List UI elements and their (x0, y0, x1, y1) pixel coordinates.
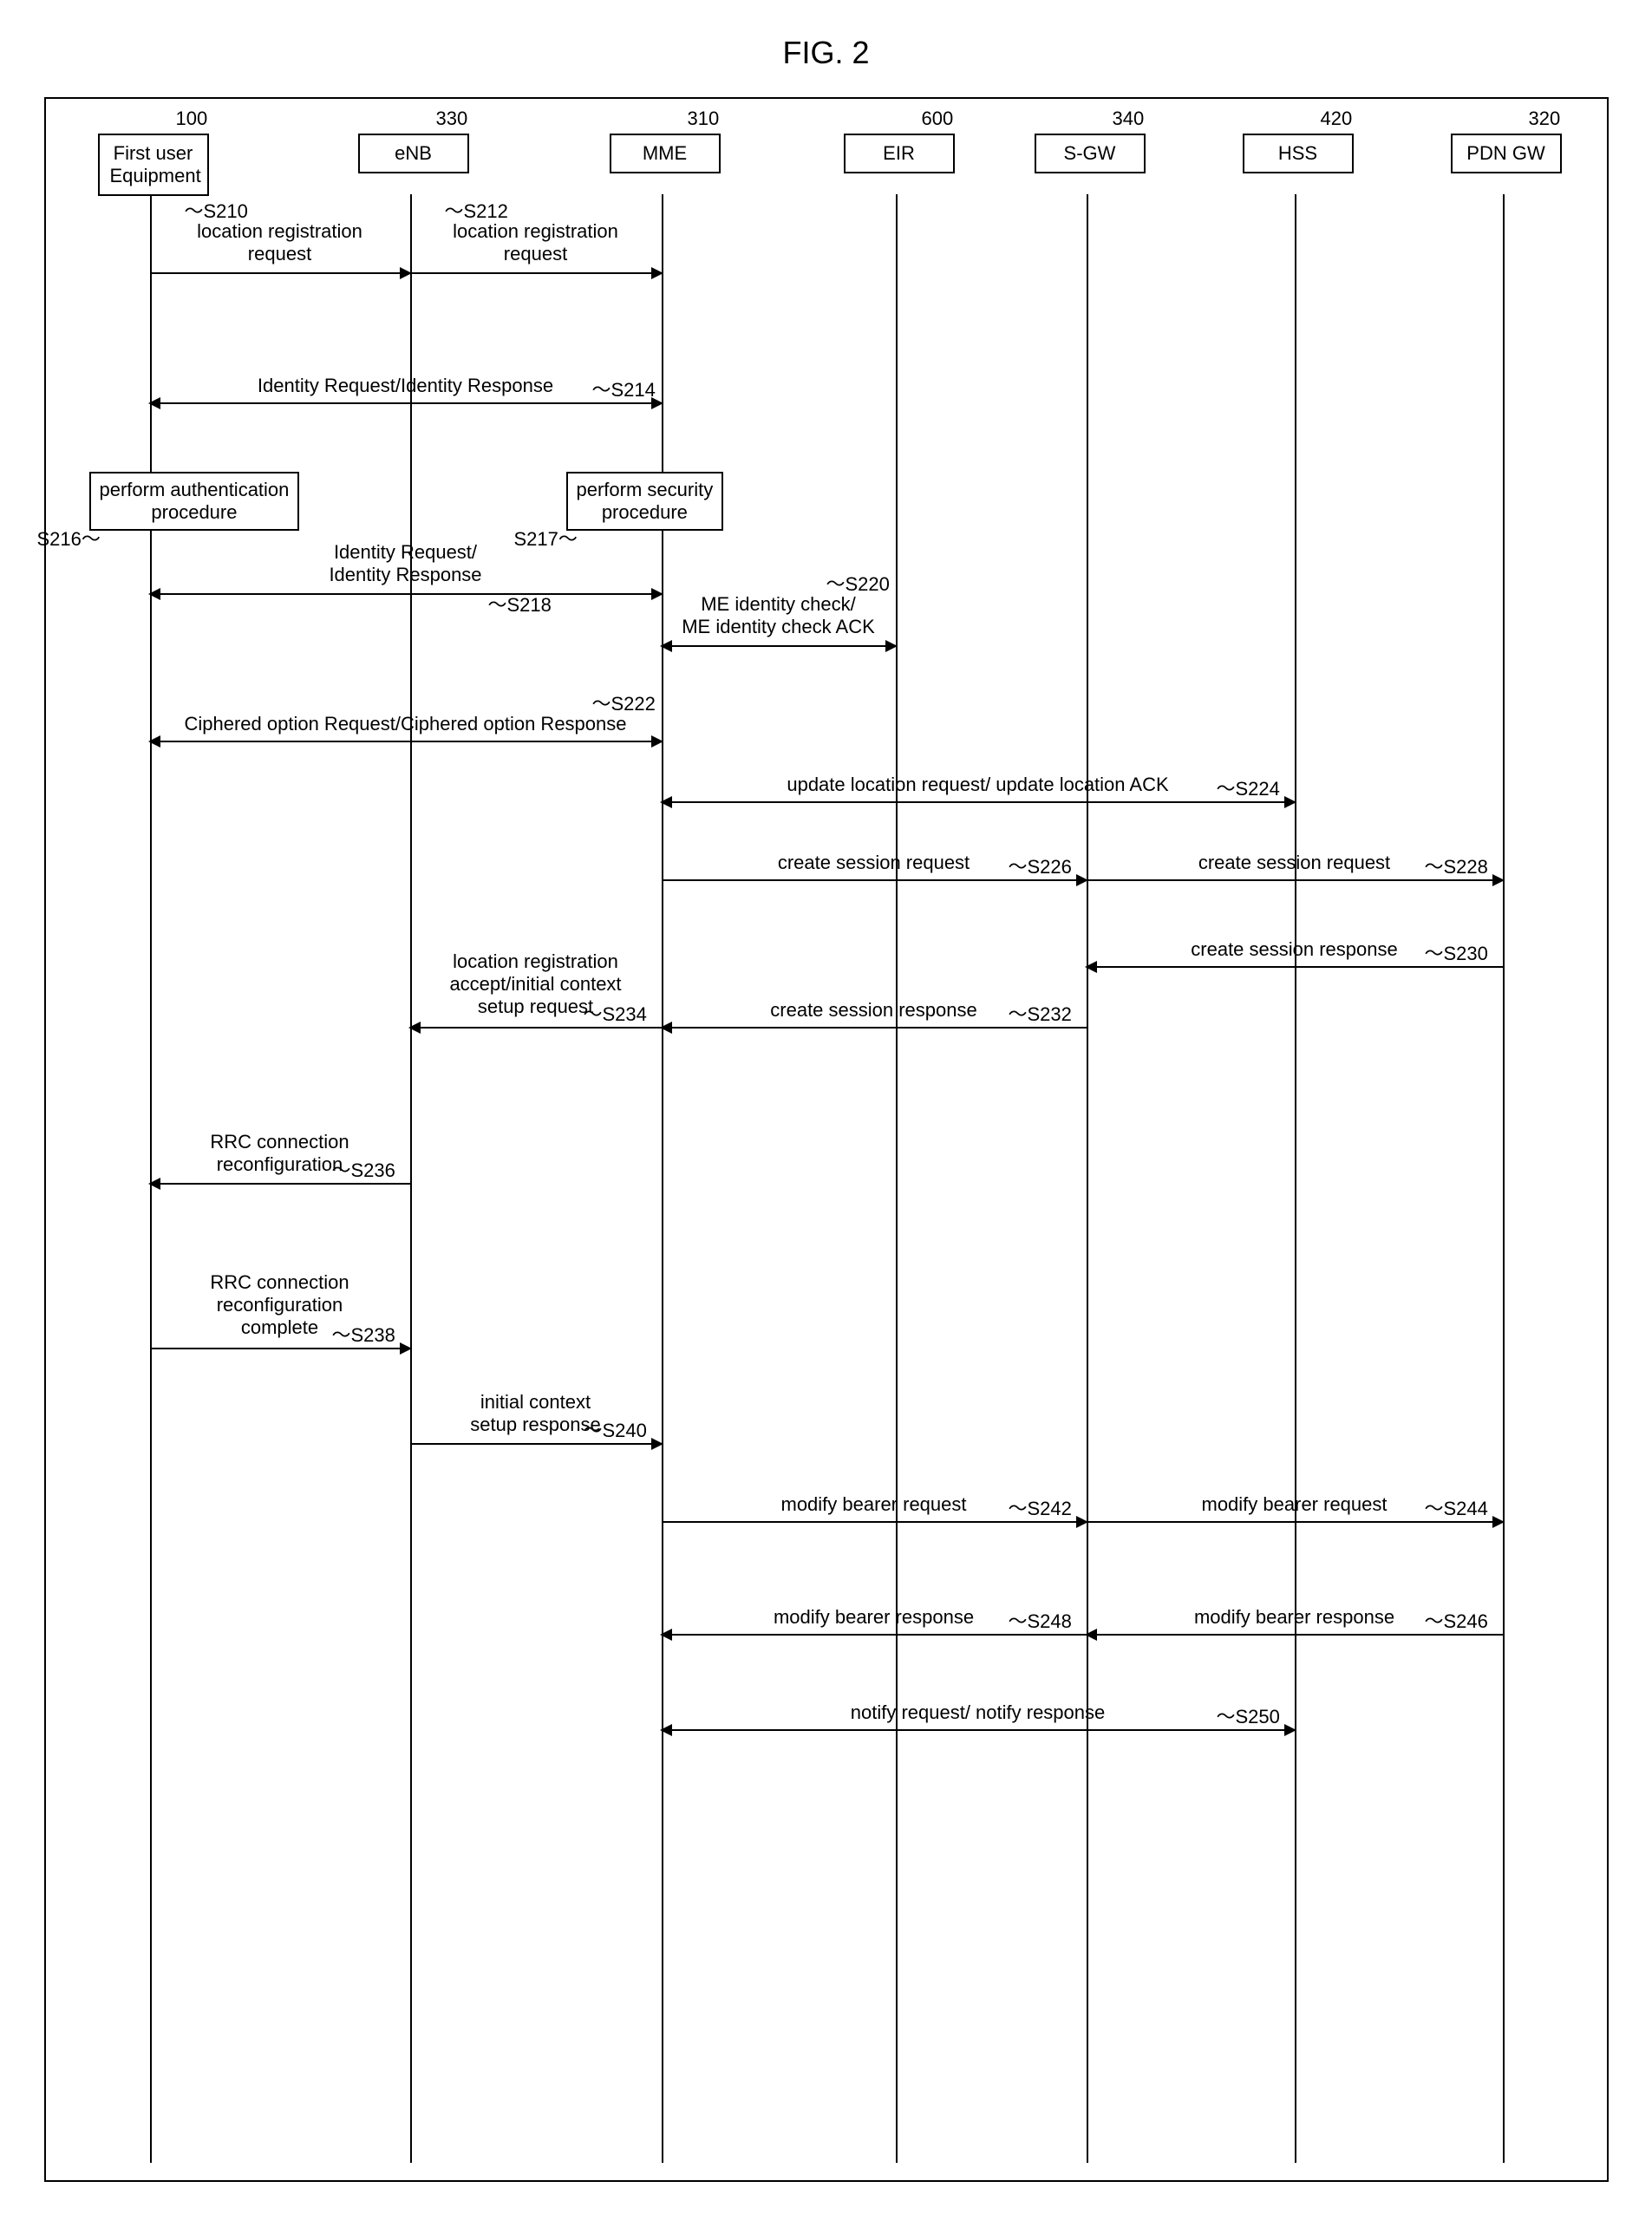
step-id-s248: ～S248 (1009, 1606, 1072, 1634)
actor-enb: eNB (358, 134, 469, 173)
lifeline-enb (410, 194, 412, 2163)
actor-eir: EIR (844, 134, 955, 173)
msg-s220: ME identity check/ME identity check ACK (662, 593, 896, 638)
arrow-s238 (150, 1348, 410, 1349)
actor-num-hss: 420 (1321, 108, 1353, 130)
step-id-s218: ～S218 (488, 590, 552, 617)
arrow-s230 (1087, 966, 1503, 968)
arrow-s232 (662, 1027, 1087, 1029)
step-id-s238: ～S238 (332, 1320, 395, 1348)
arrow-s218 (150, 593, 662, 595)
arrow-s228 (1087, 879, 1503, 881)
step-id-s230: ～S230 (1425, 938, 1488, 966)
step-id-s216: S216～ (37, 524, 101, 552)
arrow-s242 (662, 1521, 1087, 1523)
actor-mme: MME (610, 134, 721, 173)
msg-s214: Identity Request/Identity Response (150, 375, 662, 397)
sequence-diagram: First userEquipment 100 eNB 330 MME 310 EIR 600… (44, 97, 1609, 2182)
step-id-s250: ～S250 (1217, 1701, 1280, 1729)
step-id-s214: ～S214 (592, 375, 656, 402)
actor-num-pdn: 320 (1529, 108, 1561, 130)
step-id-s224: ～S224 (1217, 774, 1280, 801)
arrow-s214 (150, 402, 662, 404)
actor-num-ue: 100 (176, 108, 208, 130)
step-id-s240: ～S240 (584, 1415, 647, 1443)
actor-num-eir: 600 (922, 108, 954, 130)
proc-s217: perform securityprocedure (566, 472, 724, 531)
arrow-s250 (662, 1729, 1295, 1731)
actor-pdn: PDN GW (1451, 134, 1562, 173)
lifeline-sgw (1087, 194, 1088, 2163)
step-id-s234: ～S234 (584, 999, 647, 1027)
step-id-s212: ～S212 (445, 196, 508, 224)
actor-hss: HSS (1243, 134, 1354, 173)
actor-num-sgw: 340 (1113, 108, 1145, 130)
msg-s224: update location request/ update location… (662, 774, 1295, 796)
actor-num-enb: 330 (436, 108, 468, 130)
actor-ue: First userEquipment (98, 134, 209, 196)
arrow-s226 (662, 879, 1087, 881)
arrow-s222 (150, 741, 662, 742)
arrow-s244 (1087, 1521, 1503, 1523)
proc-s216: perform authenticationprocedure (89, 472, 300, 531)
arrow-s234 (410, 1027, 662, 1029)
arrow-s240 (410, 1443, 662, 1445)
step-id-s232: ～S232 (1009, 999, 1072, 1027)
arrow-s212 (410, 272, 662, 274)
arrow-s236 (150, 1183, 410, 1185)
msg-s210: location registrationrequest (150, 220, 410, 265)
step-id-s242: ～S242 (1009, 1493, 1072, 1521)
step-id-s246: ～S246 (1425, 1606, 1488, 1634)
msg-s212: location registrationrequest (410, 220, 662, 265)
lifeline-hss (1295, 194, 1296, 2163)
step-id-s244: ～S244 (1425, 1493, 1488, 1521)
step-id-s236: ～S236 (332, 1155, 395, 1183)
actor-sgw: S-GW (1035, 134, 1146, 173)
msg-s218: Identity Request/Identity Response (150, 541, 662, 586)
step-id-s228: ～S228 (1425, 852, 1488, 879)
step-id-s226: ～S226 (1009, 852, 1072, 879)
arrow-s248 (662, 1634, 1087, 1636)
figure-title: FIG. 2 (35, 35, 1617, 71)
lifeline-pdn (1503, 194, 1505, 2163)
msg-s222: Ciphered option Request/Ciphered option … (150, 713, 662, 735)
lifeline-eir (896, 194, 898, 2163)
arrow-s224 (662, 801, 1295, 803)
step-id-s222: ～S222 (592, 689, 656, 716)
msg-s250: notify request/ notify response (662, 1701, 1295, 1724)
arrow-s210 (150, 272, 410, 274)
arrow-s246 (1087, 1634, 1503, 1636)
step-id-s220: ～S220 (826, 569, 890, 597)
step-id-s210: ～S210 (185, 196, 248, 224)
actor-num-mme: 310 (688, 108, 720, 130)
arrow-s220 (662, 645, 896, 647)
